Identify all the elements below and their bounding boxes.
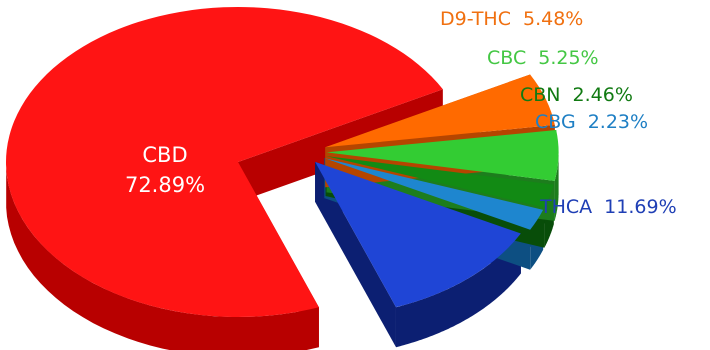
slice-name-d9-thc: D9-THC — [440, 8, 511, 30]
slice-label-thca: THCA 11.69% — [539, 196, 677, 218]
slice-cbn — [325, 156, 554, 208]
slice-label-cbc: CBC 5.25% — [487, 47, 599, 69]
slice-label-cbd: CBD — [142, 143, 187, 167]
slice-thca — [315, 161, 521, 308]
slice-value-d9-thc: 5.48% — [523, 8, 583, 30]
slice-labels: CBD 72.89% THCA 11.69% CBG 2.23% CBN 2.46% CBC 5.… — [125, 8, 677, 218]
slice-value-cbd: 72.89% — [125, 173, 205, 197]
slice-cbg — [324, 158, 544, 230]
slice-value-cbn: 2.46% — [573, 84, 633, 106]
slice-tops — [5, 6, 559, 317]
slice-name-cbg: CBG — [535, 111, 576, 133]
slice-cbc — [326, 130, 559, 181]
slice-label-cbg: CBG 2.23% — [535, 111, 648, 133]
slice-value-cbc: 5.25% — [538, 47, 598, 69]
slice-name-cbn: CBN — [520, 84, 561, 106]
slice-rim-thca — [396, 233, 521, 348]
slice-rim-cbd — [6, 167, 319, 350]
slice-d9-thc — [325, 74, 555, 148]
slice-label-cbn: CBN 2.46% — [520, 84, 633, 106]
slice-rim-cbc — [554, 152, 559, 221]
slice-wall-thca-1 — [315, 161, 396, 348]
slice-name-thca: THCA — [539, 196, 592, 218]
slice-cbd — [5, 6, 443, 317]
slice-value-thca: 11.69% — [604, 196, 676, 218]
slice-value-cbg: 2.23% — [588, 111, 648, 133]
slice-label-d9-thc: D9-THC 5.48% — [440, 8, 583, 30]
slice-name-cbc: CBC — [487, 47, 526, 69]
